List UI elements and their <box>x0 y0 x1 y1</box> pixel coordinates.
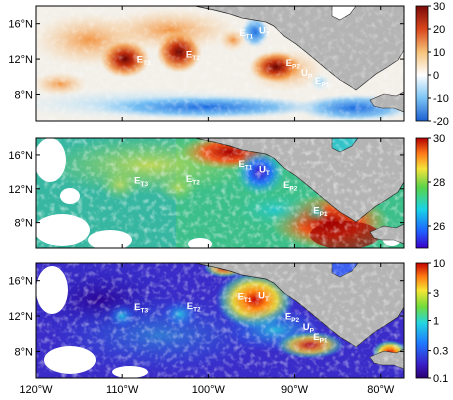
y-tick-label: 12°N <box>8 54 33 66</box>
feature-label: EP2 <box>283 180 298 193</box>
warm-eddy <box>158 174 198 202</box>
land-mexico-top <box>194 6 404 91</box>
y-tick-label: 12°N <box>8 184 33 196</box>
x-tick-label: 80°W <box>367 384 395 396</box>
colorbar-tick-label: 3 <box>433 288 439 300</box>
y-tick-label: 16°N <box>8 19 33 31</box>
feature-label: ET1 <box>238 159 252 172</box>
warm-blob <box>100 8 240 52</box>
colorbar-tick-label: 26 <box>433 221 445 233</box>
colorbar-tick-label: 1 <box>433 316 439 328</box>
colorbar-tick-label: 0 <box>433 70 439 82</box>
feature-label: EP1 <box>313 332 328 345</box>
x-tick-label: 120°W <box>19 384 53 396</box>
colorbar-tick-label: 10 <box>433 47 445 59</box>
y-tick-label: 8°N <box>15 218 34 230</box>
cool-plume <box>225 188 325 232</box>
panel-middle <box>36 138 404 248</box>
colorbar-tick-label: -20 <box>433 116 449 128</box>
colorbar-middle <box>415 137 429 249</box>
eddy-cold <box>241 16 269 48</box>
land-mexico-top-gulf <box>331 6 357 21</box>
land-panama-middle <box>369 223 404 245</box>
colorbar-tick-label: 20 <box>433 24 445 36</box>
y-tick-label: 12°N <box>8 311 33 323</box>
land-gulf-middle <box>331 138 359 153</box>
land-panama-bottom <box>369 348 404 370</box>
eddy-warm <box>250 51 302 83</box>
panel-middle-frame <box>35 137 405 249</box>
x-tick-label: 110°W <box>106 384 139 396</box>
colorbar-tick-label: 28 <box>433 177 445 189</box>
land-gulf-bottom <box>331 263 359 278</box>
feature-label: UT <box>259 165 270 178</box>
eddy-warm <box>156 31 202 73</box>
feature-label: EP2 <box>285 312 300 325</box>
feature-label: ET1 <box>238 291 252 304</box>
feature-label: ET2 <box>186 174 200 187</box>
feature-label: EP2 <box>286 58 301 71</box>
colorbar-tick-label: -10 <box>433 93 449 105</box>
cold-upwelling <box>235 148 285 196</box>
panel-bottom-frame <box>35 262 405 379</box>
y-tick-label: 8°N <box>15 89 34 101</box>
colorbar-top <box>415 5 429 122</box>
panel-top-frame <box>35 5 405 122</box>
y-tick-label: 16°N <box>8 150 33 162</box>
colorbar-bottom <box>415 262 429 379</box>
feature-label: ET2 <box>187 301 201 314</box>
eddy-cold <box>310 73 330 91</box>
blue-band-core <box>85 95 325 119</box>
colorbar-tick-label: 0.1 <box>433 373 448 385</box>
colorbar-tick-label: 30 <box>433 1 445 13</box>
feature-label: UP <box>301 68 313 81</box>
feature-label: EP1 <box>313 205 328 218</box>
feature-label: ET2 <box>186 49 200 62</box>
feature-label: ET3 <box>134 302 148 315</box>
eddy-warm <box>219 28 247 52</box>
eddy-ring <box>108 304 136 328</box>
feature-label: UT <box>259 25 270 38</box>
warm-blob <box>36 72 88 96</box>
eddy-ring <box>162 300 198 328</box>
warm-east-core <box>310 221 380 248</box>
high-chl-papagayo <box>275 331 345 359</box>
eddy-warm <box>100 40 150 78</box>
feature-label: UT <box>258 290 269 303</box>
colorbar-tick-label: 30 <box>433 133 445 145</box>
land-mexico-bottom <box>194 263 404 348</box>
feature-label: ET1 <box>239 28 253 41</box>
x-tick-label: 90°W <box>281 384 309 396</box>
generated-marks: 16°N12°N8°N3020100-10-20ET3ET2ET1UTEP2UP… <box>8 1 448 396</box>
y-tick-label: 16°N <box>8 276 33 288</box>
land-panama-top <box>369 91 404 113</box>
panel-bottom <box>36 263 404 378</box>
feature-label: UP <box>303 322 315 335</box>
x-tick-label: 100°W <box>192 384 226 396</box>
cloud-mask <box>36 138 404 248</box>
feature-label: ET3 <box>134 176 148 189</box>
y-tick-label: 8°N <box>15 346 34 358</box>
land-mexico-middle <box>194 138 404 223</box>
colorbar-tick-label: 0.3 <box>433 346 448 358</box>
mid-chl <box>50 295 270 375</box>
cool-eddy <box>305 202 329 222</box>
colorbar-tick-label: 10 <box>433 258 445 270</box>
feature-label: ET3 <box>137 55 151 68</box>
feature-label: EP1 <box>315 76 330 89</box>
warm-eddy <box>100 169 140 201</box>
panel-top <box>36 6 404 121</box>
